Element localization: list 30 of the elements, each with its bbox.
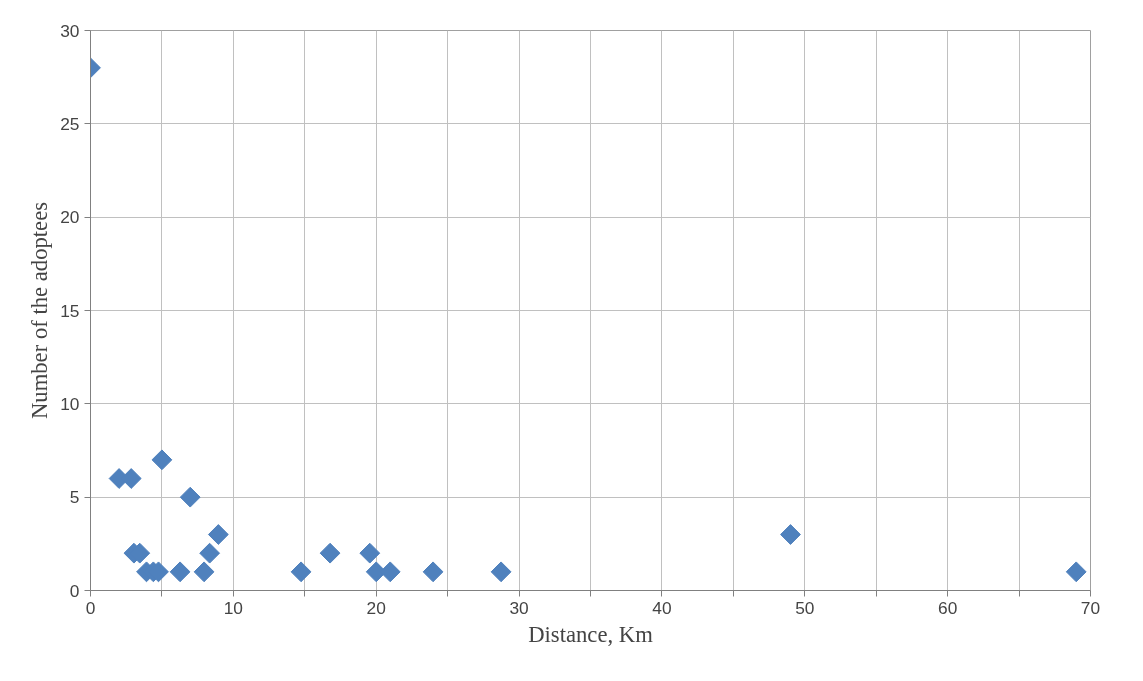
- point: [359, 542, 381, 564]
- y-axis-title: Number of the adoptees: [27, 201, 53, 420]
- y-tick-label: 30: [60, 20, 80, 41]
- x-tick-label: 40: [652, 597, 672, 618]
- x-tick-label: 50: [795, 597, 815, 618]
- y-tick-label: 15: [60, 300, 80, 321]
- point: [179, 486, 201, 508]
- x-tick-label: 70: [1080, 597, 1101, 618]
- point: [422, 561, 444, 583]
- point: [490, 561, 512, 583]
- point: [290, 561, 312, 583]
- x-axis-title: Distance, Km: [528, 621, 654, 647]
- y-tick-label: 10: [60, 393, 80, 414]
- y-tick-label: 20: [60, 207, 80, 228]
- y-tick-label: 5: [69, 487, 80, 508]
- point: [169, 561, 191, 583]
- point: [207, 524, 229, 545]
- x-tick-label: 60: [938, 597, 958, 618]
- point: [151, 449, 173, 471]
- y-tick-label: 0: [69, 580, 80, 601]
- x-tick-label: 30: [509, 597, 529, 618]
- point: [199, 542, 221, 564]
- x-tick-label: 10: [223, 597, 243, 618]
- point: [193, 561, 215, 583]
- point: [1065, 561, 1087, 583]
- point: [319, 542, 341, 564]
- x-tick-label: 20: [366, 597, 386, 618]
- y-tick-label: 25: [60, 113, 80, 134]
- x-tick-label: 0: [85, 597, 96, 618]
- point: [780, 524, 801, 545]
